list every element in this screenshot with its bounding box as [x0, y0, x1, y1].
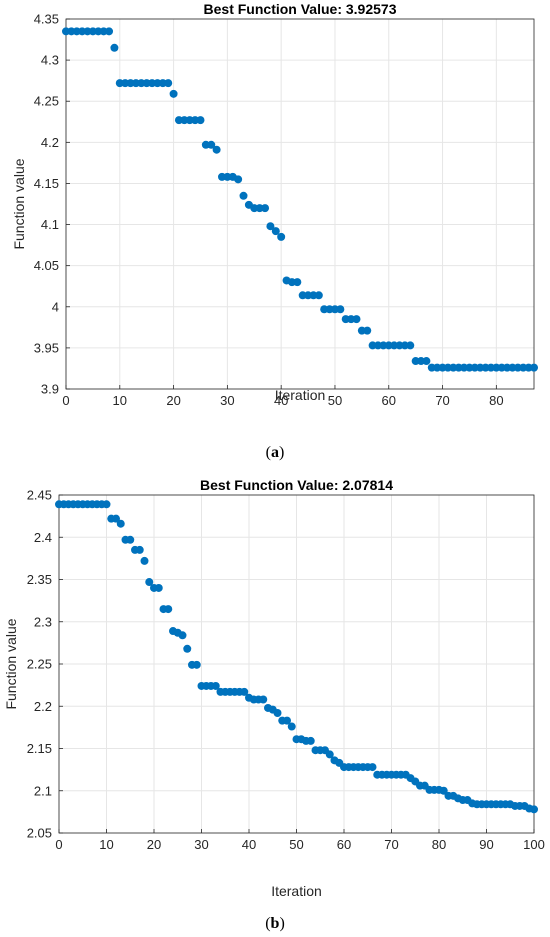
- y-tick-label: 4.35: [34, 12, 59, 27]
- data-point: [530, 363, 538, 372]
- x-tick-label: 10: [99, 837, 113, 852]
- data-point: [352, 315, 361, 324]
- data-point: [336, 305, 345, 314]
- x-tick-label: 40: [274, 393, 288, 408]
- subfigure-caption: (b): [265, 915, 285, 932]
- data-point: [183, 644, 192, 653]
- x-tick-label: 70: [384, 837, 398, 852]
- data-point: [164, 79, 173, 88]
- data-point: [105, 27, 114, 36]
- series-points: [62, 27, 538, 372]
- data-point: [234, 175, 243, 184]
- x-tick-label: 40: [242, 837, 256, 852]
- y-axis-label: Function value: [11, 158, 27, 249]
- data-point: [283, 716, 291, 725]
- x-tick-label: 70: [435, 393, 449, 408]
- grid: [65, 18, 534, 390]
- x-tick-label: 60: [382, 393, 396, 408]
- data-point: [277, 232, 286, 241]
- x-tick-label: 80: [489, 393, 503, 408]
- data-point: [530, 805, 538, 814]
- y-tick-label: 4.25: [34, 94, 59, 109]
- data-point: [169, 89, 178, 98]
- data-point: [314, 291, 323, 300]
- x-tick-label: 20: [147, 837, 161, 852]
- x-tick-label: 90: [479, 837, 493, 852]
- x-tick-label: 0: [55, 837, 62, 852]
- y-tick-label: 4.2: [41, 135, 59, 150]
- data-point: [207, 140, 216, 149]
- y-tick-label: 2.05: [27, 826, 52, 841]
- data-point: [287, 722, 296, 731]
- y-tick-label: 2.4: [34, 530, 52, 545]
- data-point: [266, 222, 275, 231]
- y-axis-label: Function value: [3, 618, 19, 709]
- x-tick-label: 80: [432, 837, 446, 852]
- y-tick-label: 2.2: [34, 699, 52, 714]
- data-point: [259, 695, 268, 704]
- data-point: [154, 583, 163, 592]
- chart-title: Best Function Value: 2.07814: [200, 477, 393, 493]
- y-tick-label: 2.35: [27, 572, 52, 587]
- subfigure-caption: (a): [266, 444, 285, 461]
- x-tick-label: 60: [337, 837, 351, 852]
- y-tick-label: 2.3: [34, 614, 52, 629]
- y-tick-label: 2.25: [27, 657, 52, 672]
- chart-a: 0 10 20 30 40 50 60 70 80 3.9 3.95 4 4.05 4.1 4.15 4.2 4…: [11, 1, 538, 461]
- data-point: [145, 578, 154, 587]
- x-tick-label: 50: [289, 837, 303, 852]
- x-tick-label: 30: [220, 393, 234, 408]
- data-point: [240, 687, 249, 696]
- chart-b: 0 10 20 30 40 50 60 70 80 90 100 2.05 2.1 2.15 2.2 2.25…: [3, 477, 545, 932]
- data-point: [135, 545, 144, 554]
- axes-box: [65, 18, 535, 390]
- y-tick-label: 2.1: [34, 783, 52, 798]
- data-point: [212, 145, 221, 154]
- y-tick-label: 3.9: [41, 382, 59, 397]
- x-tick-label: 20: [166, 393, 180, 408]
- data-point: [110, 43, 119, 52]
- data-point: [439, 786, 448, 795]
- data-point: [140, 556, 149, 565]
- data-point: [164, 605, 173, 614]
- plot-area: [66, 19, 534, 389]
- y-tick-label: 4.15: [34, 176, 59, 191]
- data-point: [273, 709, 282, 718]
- data-point: [293, 278, 302, 287]
- y-tick-label: 2.15: [27, 741, 52, 756]
- y-tick-label: 2.45: [27, 488, 52, 503]
- data-point: [271, 227, 280, 236]
- series-points: [55, 500, 538, 814]
- data-point: [239, 191, 248, 200]
- data-point: [363, 326, 372, 335]
- data-point: [112, 514, 120, 523]
- data-point: [116, 519, 125, 528]
- data-point: [102, 500, 111, 509]
- data-point: [178, 631, 187, 640]
- y-tick-label: 4.3: [41, 53, 59, 68]
- x-tick-label: 50: [328, 393, 342, 408]
- data-point: [422, 357, 431, 366]
- x-tick-label: 10: [113, 393, 127, 408]
- data-point: [192, 660, 201, 669]
- y-tick-label: 4: [52, 299, 59, 314]
- y-tick-label: 4.05: [34, 258, 59, 273]
- chart-title: Best Function Value: 3.92573: [204, 1, 397, 17]
- data-point: [406, 341, 415, 350]
- data-point: [261, 204, 270, 213]
- data-point: [196, 116, 205, 125]
- data-point: [126, 535, 135, 544]
- x-tick-label: 0: [62, 393, 69, 408]
- x-axis-label: Iteration: [275, 387, 326, 403]
- x-axis-label: Iteration: [271, 883, 322, 899]
- x-tick-label: 100: [523, 837, 545, 852]
- data-point: [306, 736, 315, 745]
- data-point: [325, 750, 334, 759]
- x-tick-label: 30: [194, 837, 208, 852]
- data-point: [368, 763, 377, 772]
- y-tick-label: 3.95: [34, 340, 59, 355]
- data-point: [211, 681, 220, 690]
- y-tick-label: 4.1: [41, 217, 59, 232]
